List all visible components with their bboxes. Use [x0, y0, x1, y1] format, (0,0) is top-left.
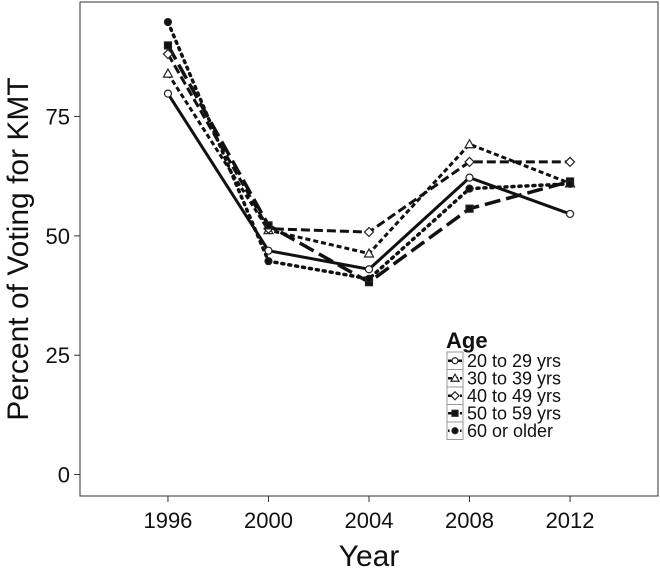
data-point: [564, 156, 576, 168]
x-tick-label: 2004: [345, 508, 394, 533]
legend-title: Age: [446, 328, 488, 353]
data-point: [364, 265, 374, 274]
x-tick-label: 2012: [546, 508, 595, 533]
legend-label: 30 to 39 yrs: [467, 368, 561, 388]
data-point: [363, 226, 375, 238]
legend-key-marker: [451, 409, 459, 417]
data-point: [465, 184, 474, 193]
data-point: [264, 246, 273, 255]
y-tick-label: 25: [46, 343, 70, 368]
data-point: [364, 274, 374, 283]
x-axis-ticks: 1996 2000 2004 2008 2012: [143, 496, 595, 533]
data-point: [162, 48, 174, 60]
data-point: [163, 89, 173, 98]
y-tick-label: 50: [46, 224, 70, 249]
data-point: [465, 173, 474, 182]
x-axis-title: Year: [339, 540, 400, 570]
data-point: [163, 17, 173, 27]
data-point: [162, 67, 174, 78]
legend-key-marker: [451, 357, 459, 365]
x-tick-label: 2008: [445, 508, 494, 533]
data-point: [465, 204, 474, 213]
data-point: [463, 138, 476, 149]
data-point: [264, 221, 273, 230]
legend-label: 40 to 49 yrs: [467, 386, 561, 406]
legend-key-marker: [451, 427, 459, 435]
data-point: [565, 209, 575, 219]
legend-label: 60 or older: [467, 421, 553, 441]
y-axis-ticks: 0 25 50 75: [46, 105, 80, 488]
x-tick-label: 2000: [244, 508, 293, 533]
legend-key-marker: [449, 373, 461, 382]
data-point: [565, 179, 575, 188]
y-tick-label: 75: [46, 105, 70, 130]
legend-label: 50 to 59 yrs: [467, 403, 561, 423]
x-tick-label: 1996: [143, 508, 192, 533]
series-markers: [162, 17, 576, 287]
data-point: [363, 247, 375, 258]
data-point: [163, 41, 173, 50]
data-point: [464, 156, 475, 168]
legend-key-marker: [450, 390, 460, 401]
y-tick-label: 0: [58, 463, 70, 488]
y-axis-title: Percent of Voting for KMT: [2, 77, 35, 421]
data-point: [264, 257, 273, 266]
legend-label: 20 to 29 yrs: [467, 351, 561, 371]
